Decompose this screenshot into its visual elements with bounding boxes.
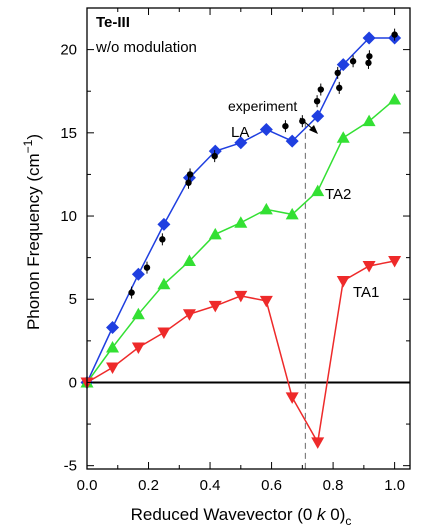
la-series-label: LA [231,124,249,141]
ta2-point-8 [285,207,299,220]
x-axis-title: Reduced Wavevector (0 k 0)c [131,505,352,528]
la-point-9 [311,109,325,123]
ta2-point-1 [106,341,120,353]
ta1-point-9 [311,437,325,449]
ta2-point-11 [362,114,376,127]
x-tick-label-5: 1.0 [384,477,405,494]
ta1-point-6 [234,290,248,303]
la-point-1 [106,321,120,335]
ta2-point-5 [208,227,222,240]
x-tick-label-2: 0.4 [200,477,221,494]
plot-frame [86,7,411,470]
ta1-series-line [86,260,395,445]
la-point-8 [285,134,299,148]
ta2-series-label: TA2 [325,186,351,203]
ta2-point-12 [388,93,402,105]
experiment-point-4 [186,171,194,178]
x-tick-label-0: 0.0 [77,477,98,494]
la-point-3 [157,217,171,231]
experiment-point-11 [336,84,343,92]
la-point-11 [362,31,376,45]
la-point-7 [259,122,273,136]
ta2-point-4 [182,254,196,266]
experiment-point-10 [334,69,341,77]
experiment-point-13 [365,59,372,67]
ta1-point-1 [106,362,120,374]
la-point-6 [234,136,248,150]
y-axis-title-superscript: −1 [21,139,35,153]
y-tick-label-3: 10 [60,208,77,225]
ta2-point-3 [157,277,171,290]
x-axis-title-tail: 0) [326,505,346,524]
experiment-point-1 [143,264,151,271]
experiment-point-9 [317,86,324,93]
y-tick-label-4: 15 [60,125,77,142]
experiment-point-5 [211,152,218,160]
experiment-point-2 [159,236,166,243]
ta1-point-11 [362,260,376,273]
ta1-point-2 [131,342,145,355]
y-tick-label-0: -5 [64,458,77,475]
chart-subtitle: w/o modulation [95,39,197,56]
experiment-arrow [299,117,318,134]
y-tick-label-5: 20 [60,42,77,59]
ta2-point-2 [131,307,145,320]
experiment-point-14 [366,53,373,60]
y-axis-title-tail: ) [24,134,43,140]
x-tick-label-4: 0.8 [323,477,344,494]
ta2-point-9 [311,184,325,197]
ta1-point-5 [208,300,222,313]
x-axis-title-italic: k [317,505,327,524]
x-tick-label-3: 0.6 [261,477,282,494]
x-axis-title-main: Reduced Wavevector (0 [131,505,317,524]
la-series-line [86,37,395,383]
experiment-point-6 [282,122,289,130]
ta2-point-7 [259,202,273,215]
ta1-point-7 [259,295,273,308]
y-axis-title-main: Phonon Frequency (cm [24,153,43,330]
experiment-point-3 [185,179,192,186]
y-tick-label-2: 5 [69,291,77,308]
ta1-point-12 [388,255,402,268]
ta2-point-10 [336,131,350,143]
x-axis-title-subscript: c [345,514,351,528]
ta2-point-6 [234,216,248,228]
experiment-point-0 [128,289,135,296]
experiment-label: experiment [228,98,297,114]
y-tick-label-1: 0 [69,374,77,391]
experiment-point-7 [299,117,306,125]
y-axis-title: Phonon Frequency (cm−1) [21,134,43,330]
chart-title: Te-III [96,14,130,31]
ta1-point-8 [285,392,299,404]
ta1-series-label: TA1 [353,284,379,301]
la-point-2 [131,267,145,281]
experiment-point-8 [313,97,321,105]
ta1-point-3 [157,327,171,340]
la-point-10 [336,58,350,72]
experiment-point-12 [349,58,357,65]
ta1-point-4 [182,309,196,321]
experiment-point-15 [391,31,398,38]
x-tick-label-1: 0.2 [138,477,159,494]
ta1-point-10 [336,275,350,288]
